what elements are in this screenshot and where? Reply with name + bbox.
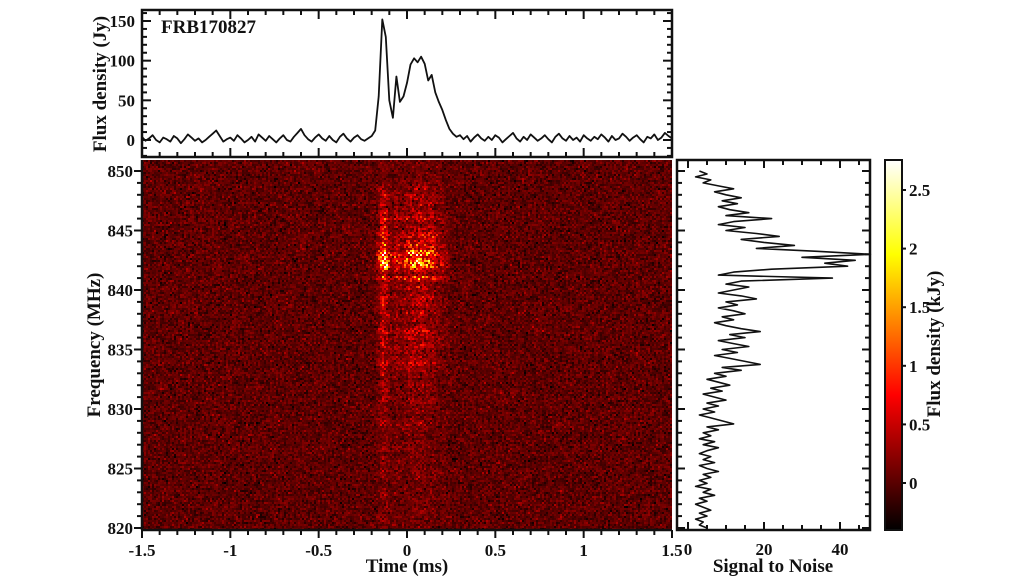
snr-tick-label: 40 <box>832 540 849 559</box>
snr-panel-frame <box>675 158 872 532</box>
frequency-axis-label: Frequency (MHz) <box>84 273 105 418</box>
time-tick-label: -0.5 <box>305 541 332 560</box>
frequency-tick-label: 830 <box>108 400 134 419</box>
colorbar-tick-label: 2.5 <box>909 181 930 200</box>
colorbar-tick-label: 1.5 <box>909 298 930 317</box>
dynamic-spectrum-canvas <box>142 160 672 530</box>
colorbar-gradient-canvas <box>885 160 902 530</box>
time-tick-label: 1 <box>579 541 588 560</box>
time-tick-label: -1.5 <box>129 541 156 560</box>
colorbar-tick-label: 1 <box>909 357 918 376</box>
flux-tick-label: 100 <box>110 52 136 71</box>
frequency-tick-label: 845 <box>108 222 134 241</box>
frequency-tick-label: 820 <box>108 519 134 538</box>
flux-tick-label: 0 <box>127 131 136 150</box>
frequency-tick-label: 825 <box>108 460 134 479</box>
time-tick-label: 0.5 <box>485 541 506 560</box>
colorbar-tick-label: 0 <box>909 474 918 493</box>
colorbar-axis-label: Flux density (kJy) <box>924 271 945 418</box>
colorbar-tick-label: 2 <box>909 240 918 259</box>
frequency-tick-label: 835 <box>108 341 134 360</box>
colorbar-frame <box>884 159 903 531</box>
burst-name-label: FRB170827 <box>161 17 257 38</box>
frequency-tick-label: 850 <box>108 162 134 181</box>
flux-tick-label: 50 <box>118 91 135 110</box>
frequency-tick-label: 840 <box>108 281 134 300</box>
snr-spectrum-line <box>694 170 872 529</box>
snr-tick-label: 0 <box>684 540 693 559</box>
snr-tick-label: 20 <box>756 540 773 559</box>
time-tick-label: 1.5 <box>661 541 682 560</box>
flux-axis-label: Flux density (Jy) <box>90 16 111 152</box>
time-tick-label: -1 <box>223 541 237 560</box>
time-tick-label: 0 <box>403 541 412 560</box>
colorbar-tick-label: 0.5 <box>909 415 930 434</box>
pulse-profile-line <box>141 18 673 145</box>
time-axis-label: Time (ms) <box>366 556 449 576</box>
snr-axis-label: Signal to Noise <box>713 556 833 576</box>
flux-tick-label: 150 <box>110 12 136 31</box>
